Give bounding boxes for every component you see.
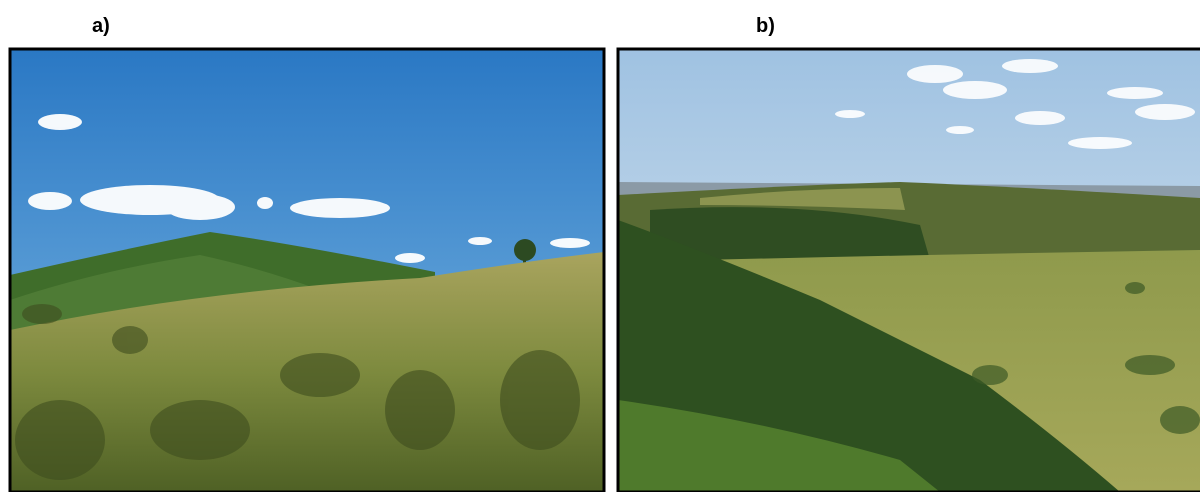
photo-a bbox=[10, 49, 604, 492]
figure: a) b) bbox=[0, 0, 1200, 492]
panel-label: a) bbox=[92, 15, 110, 37]
photo-b bbox=[618, 49, 1200, 492]
panel-label: b) bbox=[756, 15, 775, 37]
